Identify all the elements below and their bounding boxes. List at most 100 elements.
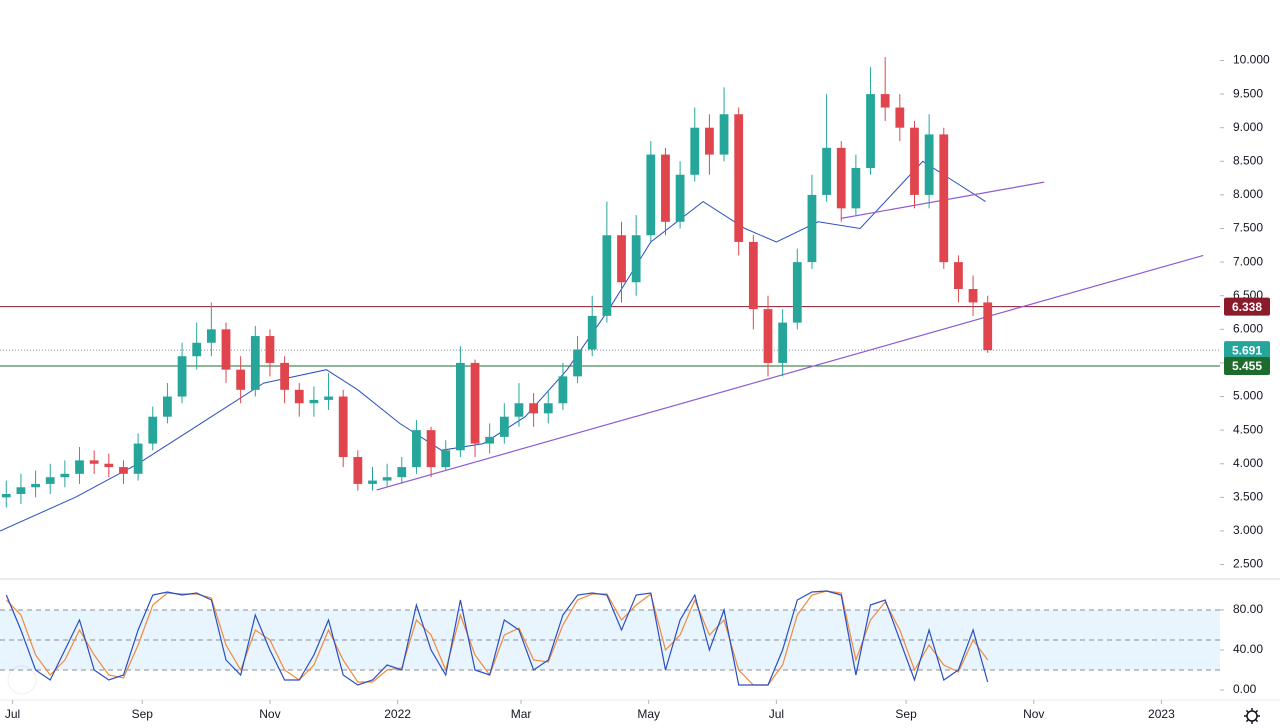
- candle-body: [968, 289, 978, 303]
- candle-body: [397, 467, 407, 478]
- candle-body: [338, 396, 348, 458]
- y-tick-label: 4.000: [1233, 456, 1263, 470]
- price-label: 5.691: [1232, 343, 1262, 357]
- price-label-box: [1224, 341, 1270, 360]
- candle-body: [880, 94, 890, 108]
- indicator-tick-label: 40.00: [1233, 642, 1263, 656]
- y-tick-label: 8.000: [1233, 187, 1263, 201]
- y-tick-label: 7.000: [1233, 254, 1263, 268]
- candle-body: [265, 336, 275, 363]
- x-tick-label: Jul: [769, 707, 784, 721]
- candle-body: [675, 174, 685, 222]
- candle-body: [690, 127, 700, 175]
- candle-body: [485, 436, 495, 444]
- candle-body: [910, 127, 919, 195]
- x-tick-label: Sep: [895, 707, 917, 721]
- candle-body: [836, 147, 846, 209]
- candle-body: [939, 134, 949, 263]
- candle-body: [954, 262, 963, 289]
- x-tick-label: Nov: [259, 707, 280, 721]
- candle-body: [499, 416, 509, 437]
- y-tick-label: 8.500: [1233, 153, 1263, 167]
- candle-body: [866, 94, 875, 169]
- candle-body: [924, 134, 934, 195]
- candle-body: [309, 399, 319, 404]
- x-tick-label: Nov: [1023, 707, 1044, 721]
- candle-body: [983, 302, 993, 351]
- candle-body: [75, 460, 84, 474]
- candle-body: [368, 480, 377, 484]
- candle-body: [104, 463, 114, 468]
- candle-body: [60, 473, 70, 478]
- candle-body: [1, 493, 11, 498]
- y-tick-label: 3.000: [1233, 523, 1263, 537]
- candle-body: [763, 309, 773, 363]
- candle-body: [705, 127, 714, 155]
- candle-body: [661, 154, 670, 222]
- candle-body: [206, 329, 216, 343]
- x-tick-label: 2023: [1148, 707, 1175, 721]
- candle-body: [543, 403, 553, 414]
- candle-body: [587, 315, 597, 350]
- candle-body: [748, 241, 758, 310]
- y-tick-label: 9.000: [1233, 120, 1263, 134]
- candle-body: [45, 477, 55, 484]
- y-tick-label: 6.000: [1233, 321, 1263, 335]
- candle-body: [895, 107, 905, 128]
- candle-body: [631, 235, 641, 283]
- candle-body: [382, 477, 392, 481]
- price-label-box: [1224, 356, 1270, 375]
- candle-body: [822, 147, 831, 195]
- y-tick-label: 9.500: [1233, 86, 1263, 100]
- y-tick-label: 5.000: [1233, 389, 1263, 403]
- candle-body: [177, 356, 187, 397]
- price-label: 6.338: [1232, 300, 1262, 314]
- y-tick-label: 3.500: [1233, 490, 1263, 504]
- settings-icon[interactable]: [1244, 708, 1260, 724]
- price-label-box: [1224, 297, 1270, 316]
- candle-body: [148, 416, 158, 444]
- candle-body: [250, 336, 260, 390]
- candle-body: [221, 329, 231, 370]
- candle-body: [441, 450, 451, 468]
- moving-average: [0, 160, 986, 532]
- y-tick-label: 2.500: [1233, 557, 1263, 571]
- candle-body: [31, 483, 40, 488]
- indicator-tick-label: 0.00: [1233, 682, 1257, 696]
- x-tick-label: Sep: [132, 707, 154, 721]
- candle-body: [280, 362, 289, 390]
- candle-body: [163, 396, 172, 417]
- candle-body: [529, 403, 539, 414]
- candle-body: [119, 467, 128, 474]
- candle-body: [455, 362, 465, 451]
- candle-body: [792, 262, 802, 323]
- candle-body: [573, 349, 582, 377]
- indicator-band: [0, 610, 1220, 670]
- candle-body: [324, 396, 333, 400]
- candle-body: [426, 430, 436, 468]
- candle-body: [602, 235, 612, 316]
- x-tick-label: 2022: [384, 707, 411, 721]
- candle-body: [514, 403, 524, 417]
- indicator-tick-label: 80.00: [1233, 602, 1263, 616]
- candle-body: [294, 389, 304, 404]
- candle-body: [16, 487, 26, 494]
- candle-body: [617, 235, 626, 283]
- candle-body: [851, 168, 861, 209]
- pane-button: [7, 665, 37, 695]
- candle-body: [192, 342, 202, 357]
- candle-body: [807, 194, 817, 263]
- y-tick-label: 7.500: [1233, 221, 1263, 235]
- x-tick-label: Jul: [5, 707, 20, 721]
- stochastic-line: [5, 590, 989, 686]
- x-tick-label: Mar: [511, 707, 532, 721]
- candle-body: [353, 457, 363, 484]
- candle-body: [412, 430, 421, 468]
- y-tick-label: 4.500: [1233, 422, 1263, 436]
- candle-body: [470, 362, 480, 444]
- candle-body: [734, 114, 744, 242]
- candle-body: [133, 443, 143, 474]
- candle-body: [236, 369, 246, 390]
- candle-body: [558, 376, 568, 404]
